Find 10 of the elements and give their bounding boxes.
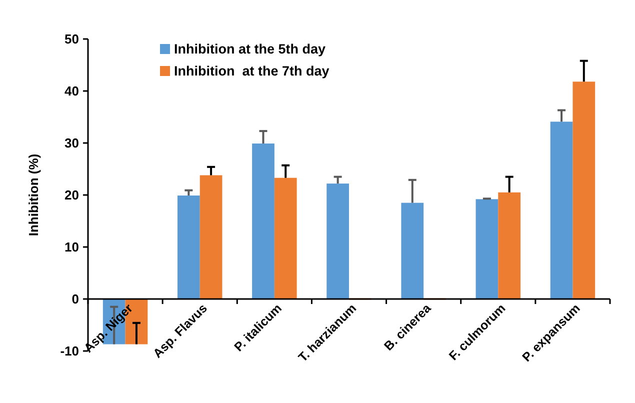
y-tick-label: 20 xyxy=(64,188,79,203)
y-tick-label: 50 xyxy=(64,32,79,47)
legend-label: Inhibition at the 7th day xyxy=(174,64,330,79)
y-tick-label: 0 xyxy=(72,292,79,307)
y-tick-label: -10 xyxy=(60,344,79,359)
y-axis-title: Inhibition (%) xyxy=(26,154,41,236)
y-tick-label: 30 xyxy=(64,136,79,151)
legend-label: Inhibition at the 5th day xyxy=(174,42,326,57)
y-tick-label: 40 xyxy=(64,84,79,99)
y-tick-label: 10 xyxy=(64,240,79,255)
